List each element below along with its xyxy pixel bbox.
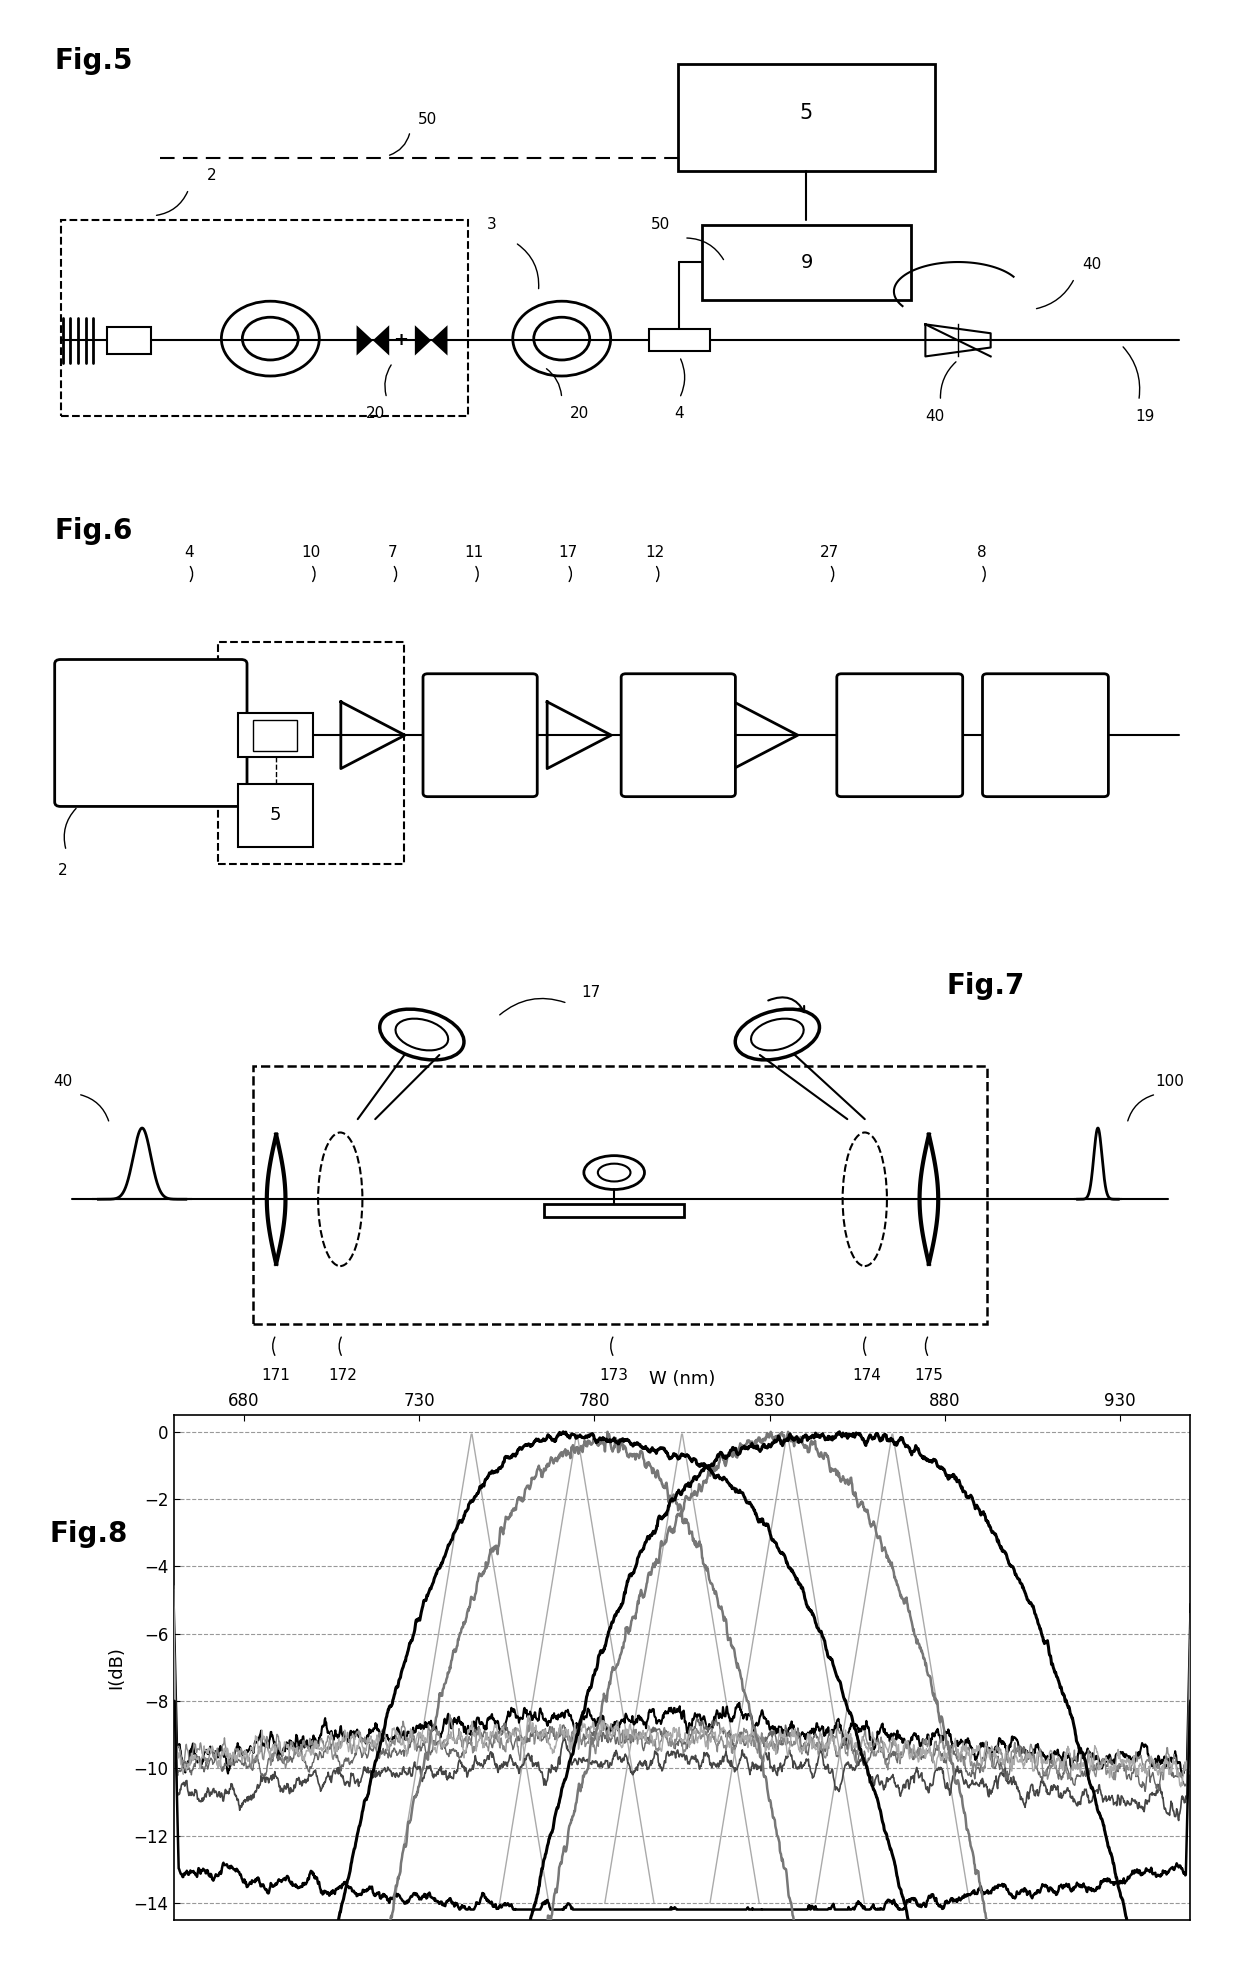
FancyBboxPatch shape [837,673,962,798]
Text: 171: 171 [262,1367,290,1383]
Text: Fig.6: Fig.6 [55,517,133,544]
Text: 5: 5 [800,103,813,123]
Polygon shape [415,325,432,356]
Bar [544,1203,684,1217]
Text: 19: 19 [1135,408,1154,424]
Text: 3: 3 [487,218,497,232]
Text: 172: 172 [329,1367,357,1383]
Text: Fig.5: Fig.5 [55,46,133,75]
FancyBboxPatch shape [423,673,537,798]
Bar [238,784,314,847]
Bar [650,329,709,350]
Text: 10: 10 [301,544,321,560]
Text: 12: 12 [645,544,665,560]
Text: 7: 7 [388,544,398,560]
Bar [253,720,298,752]
FancyBboxPatch shape [982,673,1109,798]
Text: 20: 20 [569,406,589,422]
Text: 9: 9 [800,253,812,271]
Text: Fig.8: Fig.8 [50,1520,128,1548]
Text: Fig.7: Fig.7 [946,972,1024,999]
FancyBboxPatch shape [55,659,247,805]
Text: 173: 173 [600,1367,629,1383]
Polygon shape [357,325,373,356]
Y-axis label: I(dB): I(dB) [108,1647,125,1688]
Text: 50: 50 [418,113,438,127]
Bar [702,224,911,301]
Polygon shape [373,325,389,356]
Bar [238,712,314,758]
Text: 4: 4 [675,406,684,422]
Text: 11: 11 [465,544,484,560]
Text: +: + [393,330,408,350]
Text: 2: 2 [207,168,217,184]
Text: 17: 17 [558,544,577,560]
Bar [253,1065,987,1324]
Text: 40: 40 [925,408,945,424]
Polygon shape [432,325,448,356]
Bar [107,327,151,354]
FancyBboxPatch shape [621,673,735,798]
Text: 5: 5 [270,805,281,825]
Text: 2: 2 [58,863,68,879]
Text: 20: 20 [366,406,384,422]
Text: 8: 8 [977,544,986,560]
Text: 50: 50 [651,218,671,232]
Bar [61,220,469,416]
Text: 4: 4 [184,544,193,560]
Text: 100: 100 [1156,1075,1184,1088]
Text: 174: 174 [853,1367,882,1383]
Text: 17: 17 [582,986,600,999]
Bar [218,641,404,865]
Text: 175: 175 [914,1367,944,1383]
Text: 40: 40 [53,1075,72,1088]
Bar [678,63,935,172]
X-axis label: W (nm): W (nm) [649,1369,715,1387]
Text: 27: 27 [820,544,839,560]
Text: 40: 40 [1083,257,1101,273]
